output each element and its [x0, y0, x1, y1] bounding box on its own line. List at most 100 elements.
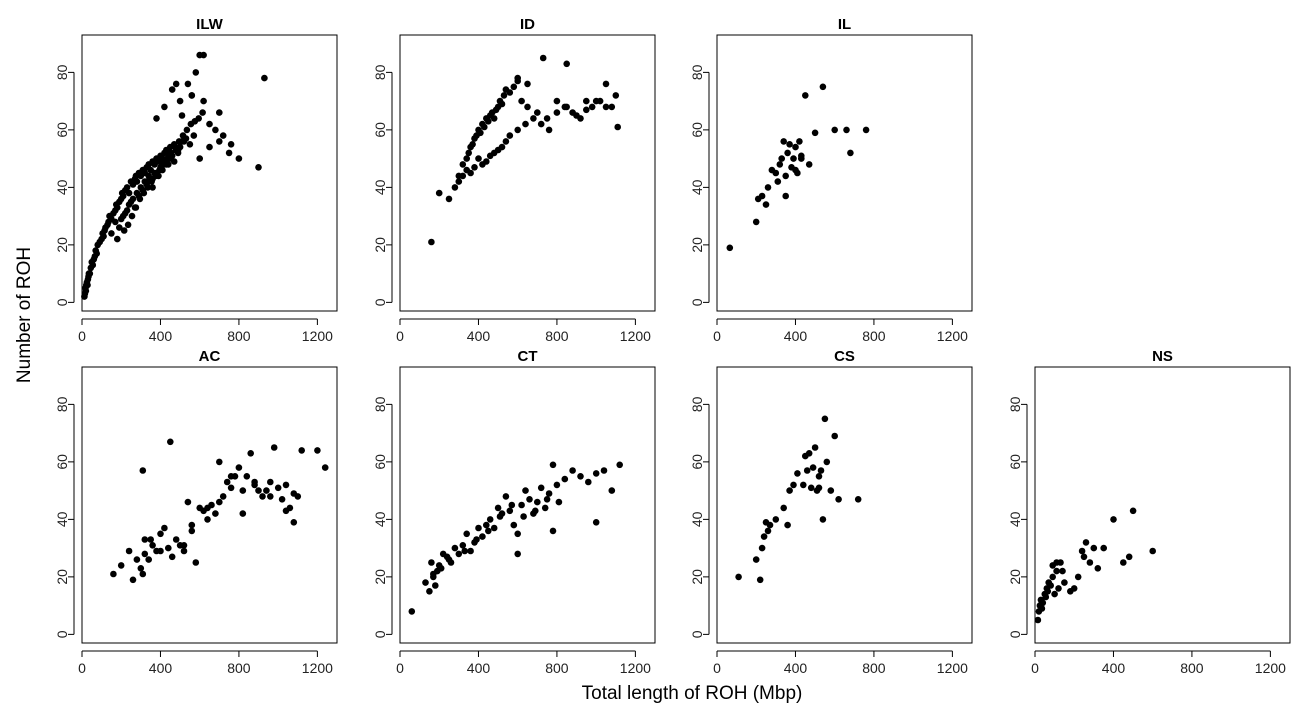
data-point: [455, 550, 463, 558]
data-point: [455, 178, 463, 185]
data-point: [255, 487, 262, 494]
data-point: [86, 270, 94, 277]
data-point: [114, 204, 121, 211]
data-point: [428, 559, 435, 566]
data-point: [298, 447, 306, 454]
panel-title: IL: [838, 16, 851, 33]
data-point: [803, 467, 811, 474]
data-point: [219, 132, 227, 139]
data-point: [608, 103, 616, 111]
panel-frame: [1034, 366, 1291, 644]
data-point: [170, 158, 178, 165]
data-point: [526, 496, 533, 503]
data-point: [1094, 565, 1102, 572]
data-point: [129, 576, 137, 584]
data-point: [811, 129, 819, 137]
data-point: [128, 212, 136, 220]
data-point: [847, 149, 854, 157]
data-point: [176, 143, 184, 151]
data-point: [809, 464, 817, 471]
data-point: [614, 123, 621, 131]
y-tick-label: 20: [689, 569, 705, 585]
data-point: [321, 464, 329, 471]
data-point: [530, 115, 537, 122]
data-point: [592, 519, 600, 526]
data-point: [786, 487, 793, 494]
data-point: [1039, 599, 1047, 607]
data-point: [216, 109, 223, 116]
data-point: [792, 166, 799, 174]
data-point: [790, 155, 797, 162]
y-tick-label: 0: [1007, 630, 1023, 638]
y-tick-label: 80: [1007, 396, 1023, 412]
data-point: [133, 178, 141, 185]
data-point: [774, 178, 782, 185]
data-point: [817, 467, 825, 474]
data-point: [483, 158, 490, 165]
data-point: [290, 519, 298, 526]
data-point: [764, 184, 772, 191]
data-point: [451, 544, 459, 552]
data-point: [227, 473, 235, 480]
data-point: [463, 155, 471, 162]
data-point: [432, 582, 439, 589]
data-point: [520, 513, 527, 520]
y-tick-label: 60: [689, 122, 705, 138]
data-point: [473, 536, 480, 543]
data-point: [124, 221, 132, 229]
data-point: [545, 490, 553, 497]
data-point: [459, 542, 467, 549]
data-point: [263, 487, 270, 494]
panel-title: ILW: [196, 16, 224, 33]
data-point: [216, 458, 223, 466]
data-point: [171, 143, 179, 151]
data-point: [114, 235, 121, 243]
panel-frame: [81, 34, 338, 312]
data-point: [119, 192, 127, 200]
data-point: [112, 218, 119, 226]
data-point: [192, 559, 200, 566]
data-point: [235, 155, 243, 162]
data-point: [792, 143, 799, 151]
data-point: [561, 103, 569, 111]
data-point: [483, 521, 490, 529]
x-tick-label: 400: [467, 328, 491, 344]
data-point: [506, 507, 514, 515]
data-point: [506, 132, 514, 139]
data-point: [537, 484, 545, 492]
y-tick-label: 40: [54, 511, 70, 527]
data-point: [141, 550, 149, 558]
data-point: [758, 192, 766, 200]
data-point: [758, 544, 766, 552]
data-point: [549, 461, 557, 469]
data-point: [608, 487, 616, 494]
data-point: [200, 97, 207, 105]
y-tick-label: 0: [689, 630, 705, 638]
y-tick-label: 40: [1007, 511, 1023, 527]
data-point: [553, 109, 561, 116]
data-point: [784, 521, 791, 529]
data-point: [602, 103, 610, 111]
data-point: [502, 493, 510, 500]
data-point: [514, 550, 521, 558]
data-point: [760, 533, 768, 540]
x-tick-label: 800: [862, 328, 886, 344]
data-point: [1044, 588, 1052, 595]
data-point: [518, 97, 525, 105]
data-point: [227, 141, 235, 148]
y-tick-label: 60: [372, 454, 388, 470]
data-point: [475, 524, 482, 532]
data-point: [545, 126, 553, 134]
data-point: [469, 141, 476, 148]
panel-title: CT: [518, 348, 538, 365]
data-point: [188, 527, 196, 535]
data-point: [270, 444, 278, 451]
data-point: [782, 192, 789, 200]
data-point: [1080, 553, 1088, 561]
x-tick-label: 800: [227, 328, 251, 344]
data-point: [117, 215, 125, 223]
data-point: [1055, 585, 1062, 592]
data-point: [543, 496, 551, 503]
data-point: [239, 510, 247, 517]
data-point: [583, 97, 590, 105]
